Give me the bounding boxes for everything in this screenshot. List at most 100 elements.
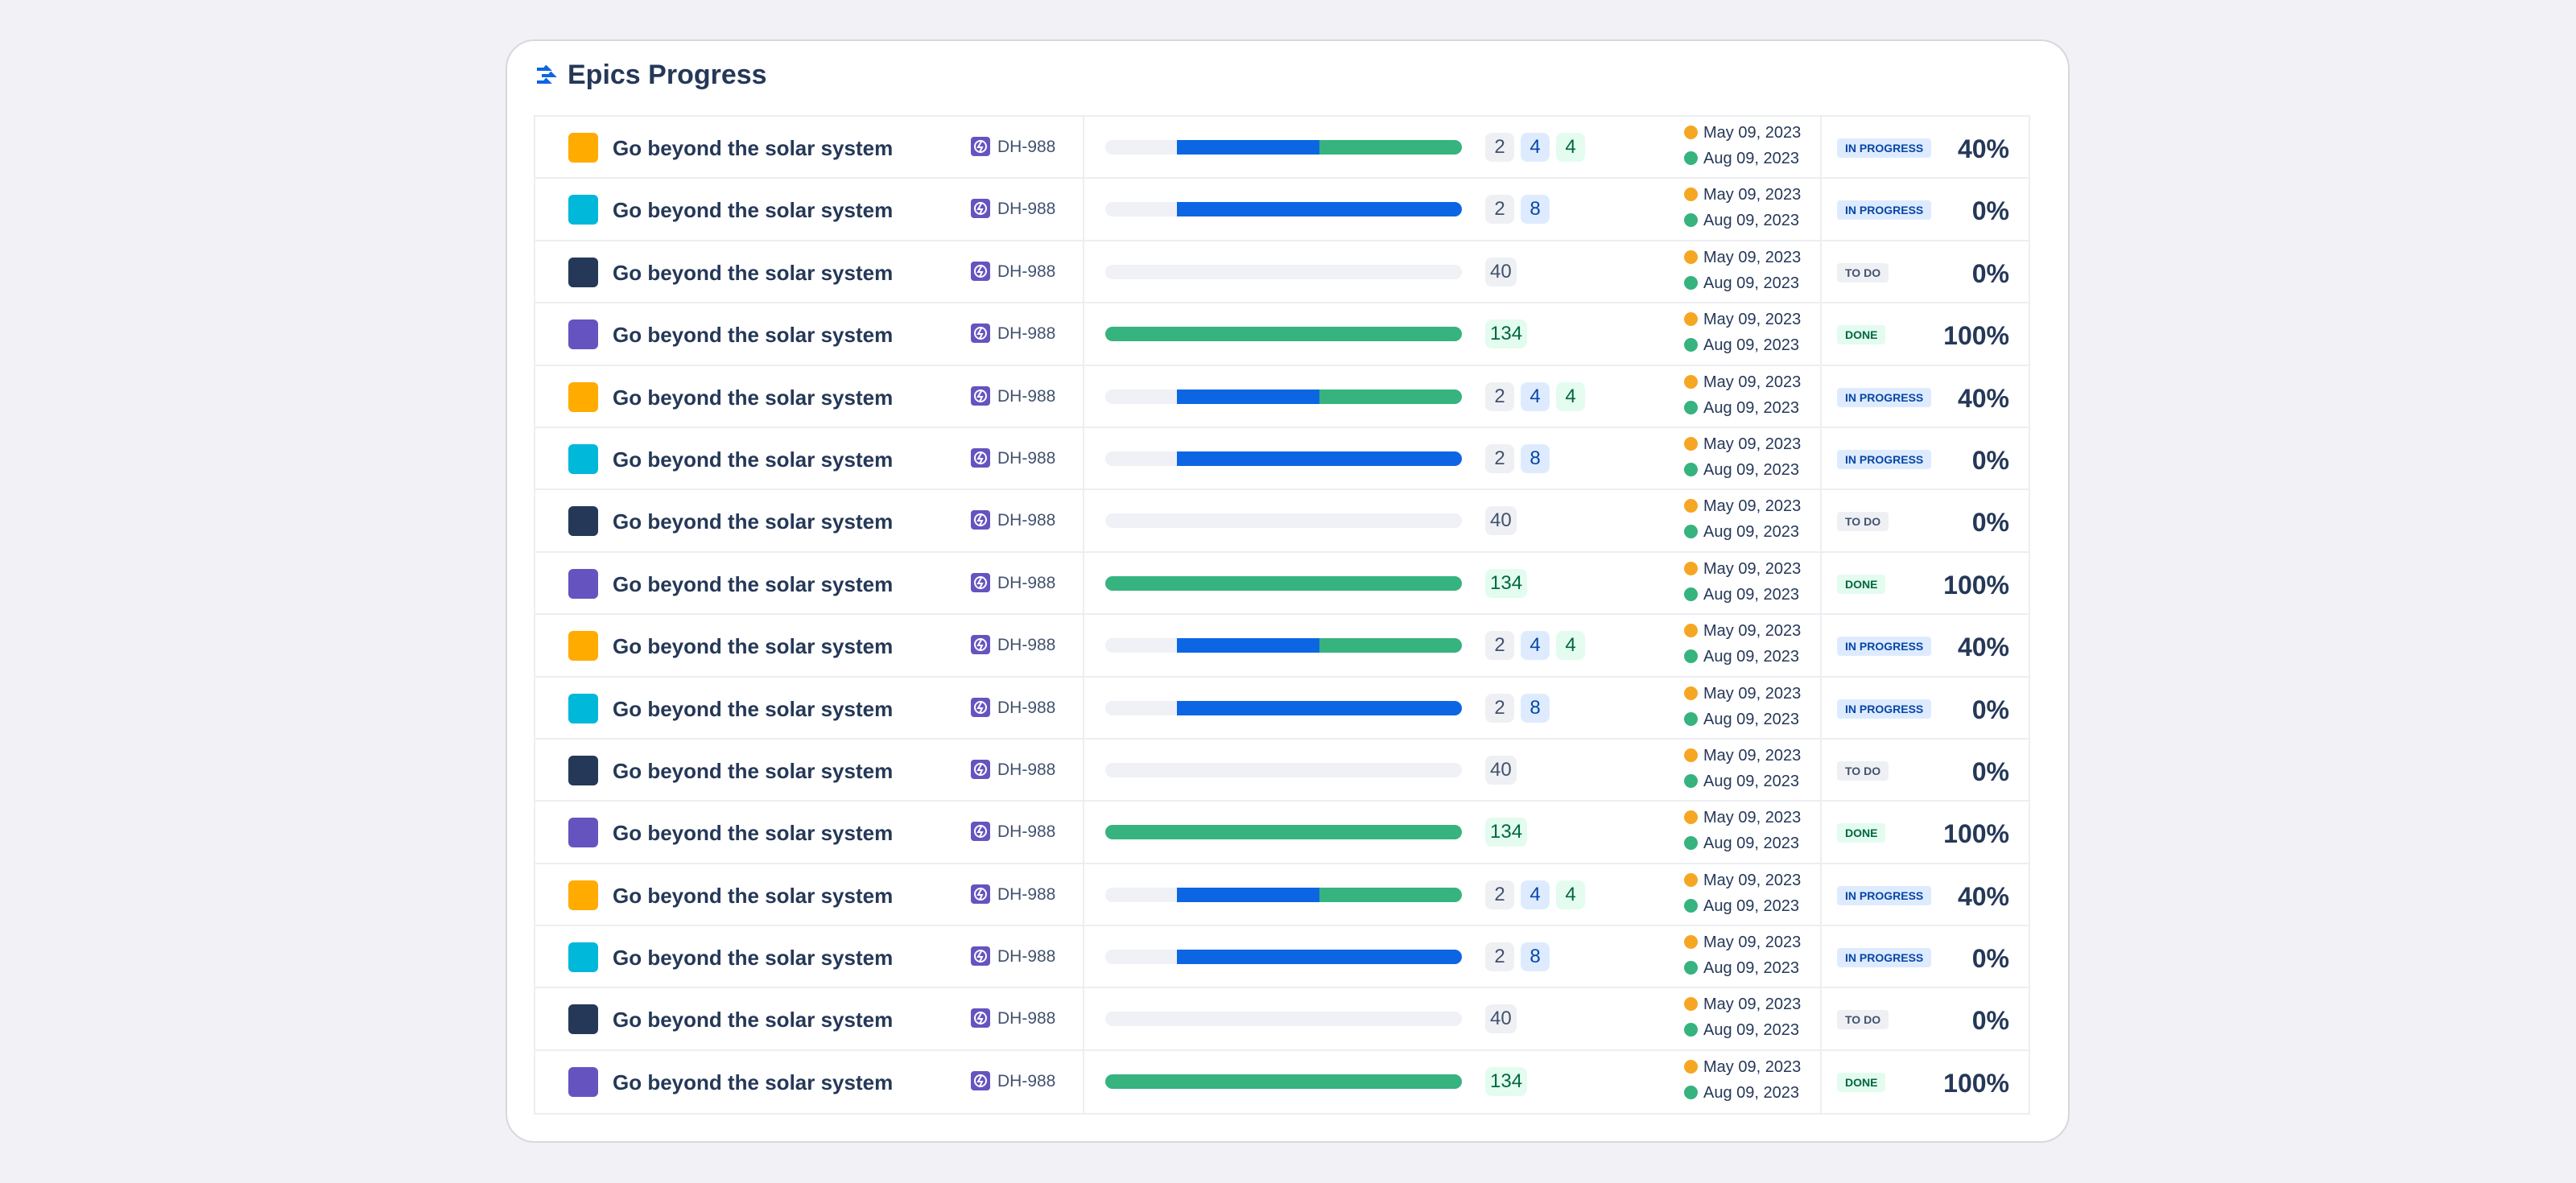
divider <box>1083 241 1084 303</box>
epic-key: DH-988 <box>997 262 1056 281</box>
epic-row: Go beyond the solar system DH-988 134 May 0… <box>535 1050 2029 1114</box>
status-badge: IN PROGRESS <box>1837 885 1932 905</box>
end-dot <box>1684 151 1698 165</box>
epic-row: Go beyond the solar system DH-988 2 4 4 May 0… <box>535 117 2029 179</box>
percent: 40% <box>1957 134 2009 163</box>
progress-segment <box>1176 451 1462 466</box>
key-icon <box>971 635 990 655</box>
start-dot <box>1684 810 1698 825</box>
key-icon <box>971 447 990 468</box>
percent: 0% <box>1971 445 2009 475</box>
key-icon-glyph <box>974 1074 987 1087</box>
end-date: Aug 09, 2023 <box>1703 150 1799 167</box>
progress-segment <box>1105 451 1177 466</box>
divider <box>1820 1050 1822 1114</box>
progress-segment <box>1105 1074 1462 1089</box>
start-date: May 09, 2023 <box>1703 435 1802 453</box>
count-chips: 134 <box>1485 568 1528 598</box>
divider <box>1820 427 1822 489</box>
progress-bar <box>1105 264 1462 279</box>
start-date: May 09, 2023 <box>1703 622 1802 641</box>
end-date: Aug 09, 2023 <box>1703 648 1799 666</box>
epic-color <box>568 818 598 848</box>
count-chip: 2 <box>1485 880 1514 909</box>
key-icon-glyph <box>974 762 987 776</box>
divider <box>1820 365 1822 427</box>
progress-segment <box>1176 389 1319 404</box>
count-chip: 40 <box>1485 755 1517 785</box>
count-chip: 8 <box>1521 195 1550 225</box>
divider <box>1820 552 1822 614</box>
count-chip: 8 <box>1521 693 1550 723</box>
end-dot <box>1684 898 1698 913</box>
key-icon <box>971 324 990 344</box>
epic-key: DH-988 <box>997 138 1056 156</box>
key-icon-glyph <box>974 638 987 652</box>
progress-bar <box>1105 762 1462 777</box>
progress-bar <box>1105 638 1462 653</box>
key-icon <box>971 822 990 842</box>
divider <box>1083 365 1084 427</box>
epic-color <box>568 880 598 910</box>
count-chip: 2 <box>1485 443 1514 473</box>
end-date: Aug 09, 2023 <box>1703 1021 1799 1040</box>
epic-row: Go beyond the solar system DH-988 2 4 4 May 0… <box>535 365 2029 428</box>
start-dot <box>1684 499 1698 513</box>
count-chip: 4 <box>1521 133 1550 162</box>
divider <box>1083 427 1084 489</box>
key-icon-glyph <box>974 202 987 216</box>
key-icon-glyph <box>974 575 987 589</box>
divider <box>1083 615 1084 676</box>
end-date: Aug 09, 2023 <box>1703 897 1799 915</box>
percent: 0% <box>1971 1006 2009 1036</box>
divider <box>1083 926 1084 987</box>
progress-segment <box>1105 700 1177 715</box>
progress-segment <box>1105 513 1462 529</box>
divider <box>1820 303 1822 365</box>
end-dot <box>1684 1023 1698 1037</box>
percent: 0% <box>1971 196 2009 226</box>
start-date: May 09, 2023 <box>1703 248 1802 266</box>
epic-name: Go beyond the solar system <box>613 946 894 971</box>
progress-segment <box>1105 825 1462 840</box>
end-dot <box>1684 275 1698 290</box>
epic-color <box>568 133 598 163</box>
divider <box>1820 179 1822 240</box>
divider <box>1820 490 1822 551</box>
key-icon <box>971 697 990 717</box>
epic-color <box>568 506 598 537</box>
epic-name: Go beyond the solar system <box>613 883 894 908</box>
progress-segment <box>1176 140 1319 155</box>
status-badge: IN PROGRESS <box>1837 138 1932 158</box>
count-chip: 134 <box>1485 818 1528 847</box>
epic-row: Go beyond the solar system DH-988 2 8 May 09… <box>535 179 2029 241</box>
count-chip: 4 <box>1556 133 1585 162</box>
key-icon-glyph <box>974 513 987 527</box>
percent: 0% <box>1971 944 2009 974</box>
divider <box>1820 926 1822 987</box>
count-chip: 4 <box>1556 381 1585 411</box>
key-icon <box>971 884 990 904</box>
count-chip: 2 <box>1485 195 1514 225</box>
progress-segment <box>1105 762 1462 777</box>
start-dot <box>1684 374 1698 389</box>
key-icon-glyph <box>974 1012 987 1025</box>
start-date: May 09, 2023 <box>1703 373 1802 391</box>
key-icon-glyph <box>974 327 987 340</box>
end-dot <box>1684 462 1698 476</box>
epic-key: DH-988 <box>997 698 1056 717</box>
status-badge: IN PROGRESS <box>1837 449 1932 469</box>
status-badge: IN PROGRESS <box>1837 699 1932 719</box>
status-badge: TO DO <box>1837 1010 1889 1030</box>
epic-key: DH-988 <box>997 324 1056 344</box>
count-chip: 2 <box>1485 381 1514 411</box>
epic-name: Go beyond the solar system <box>613 136 894 160</box>
key-icon-glyph <box>974 389 987 402</box>
count-chip: 2 <box>1485 133 1514 162</box>
key-icon <box>971 1008 990 1028</box>
percent: 40% <box>1957 383 2009 413</box>
